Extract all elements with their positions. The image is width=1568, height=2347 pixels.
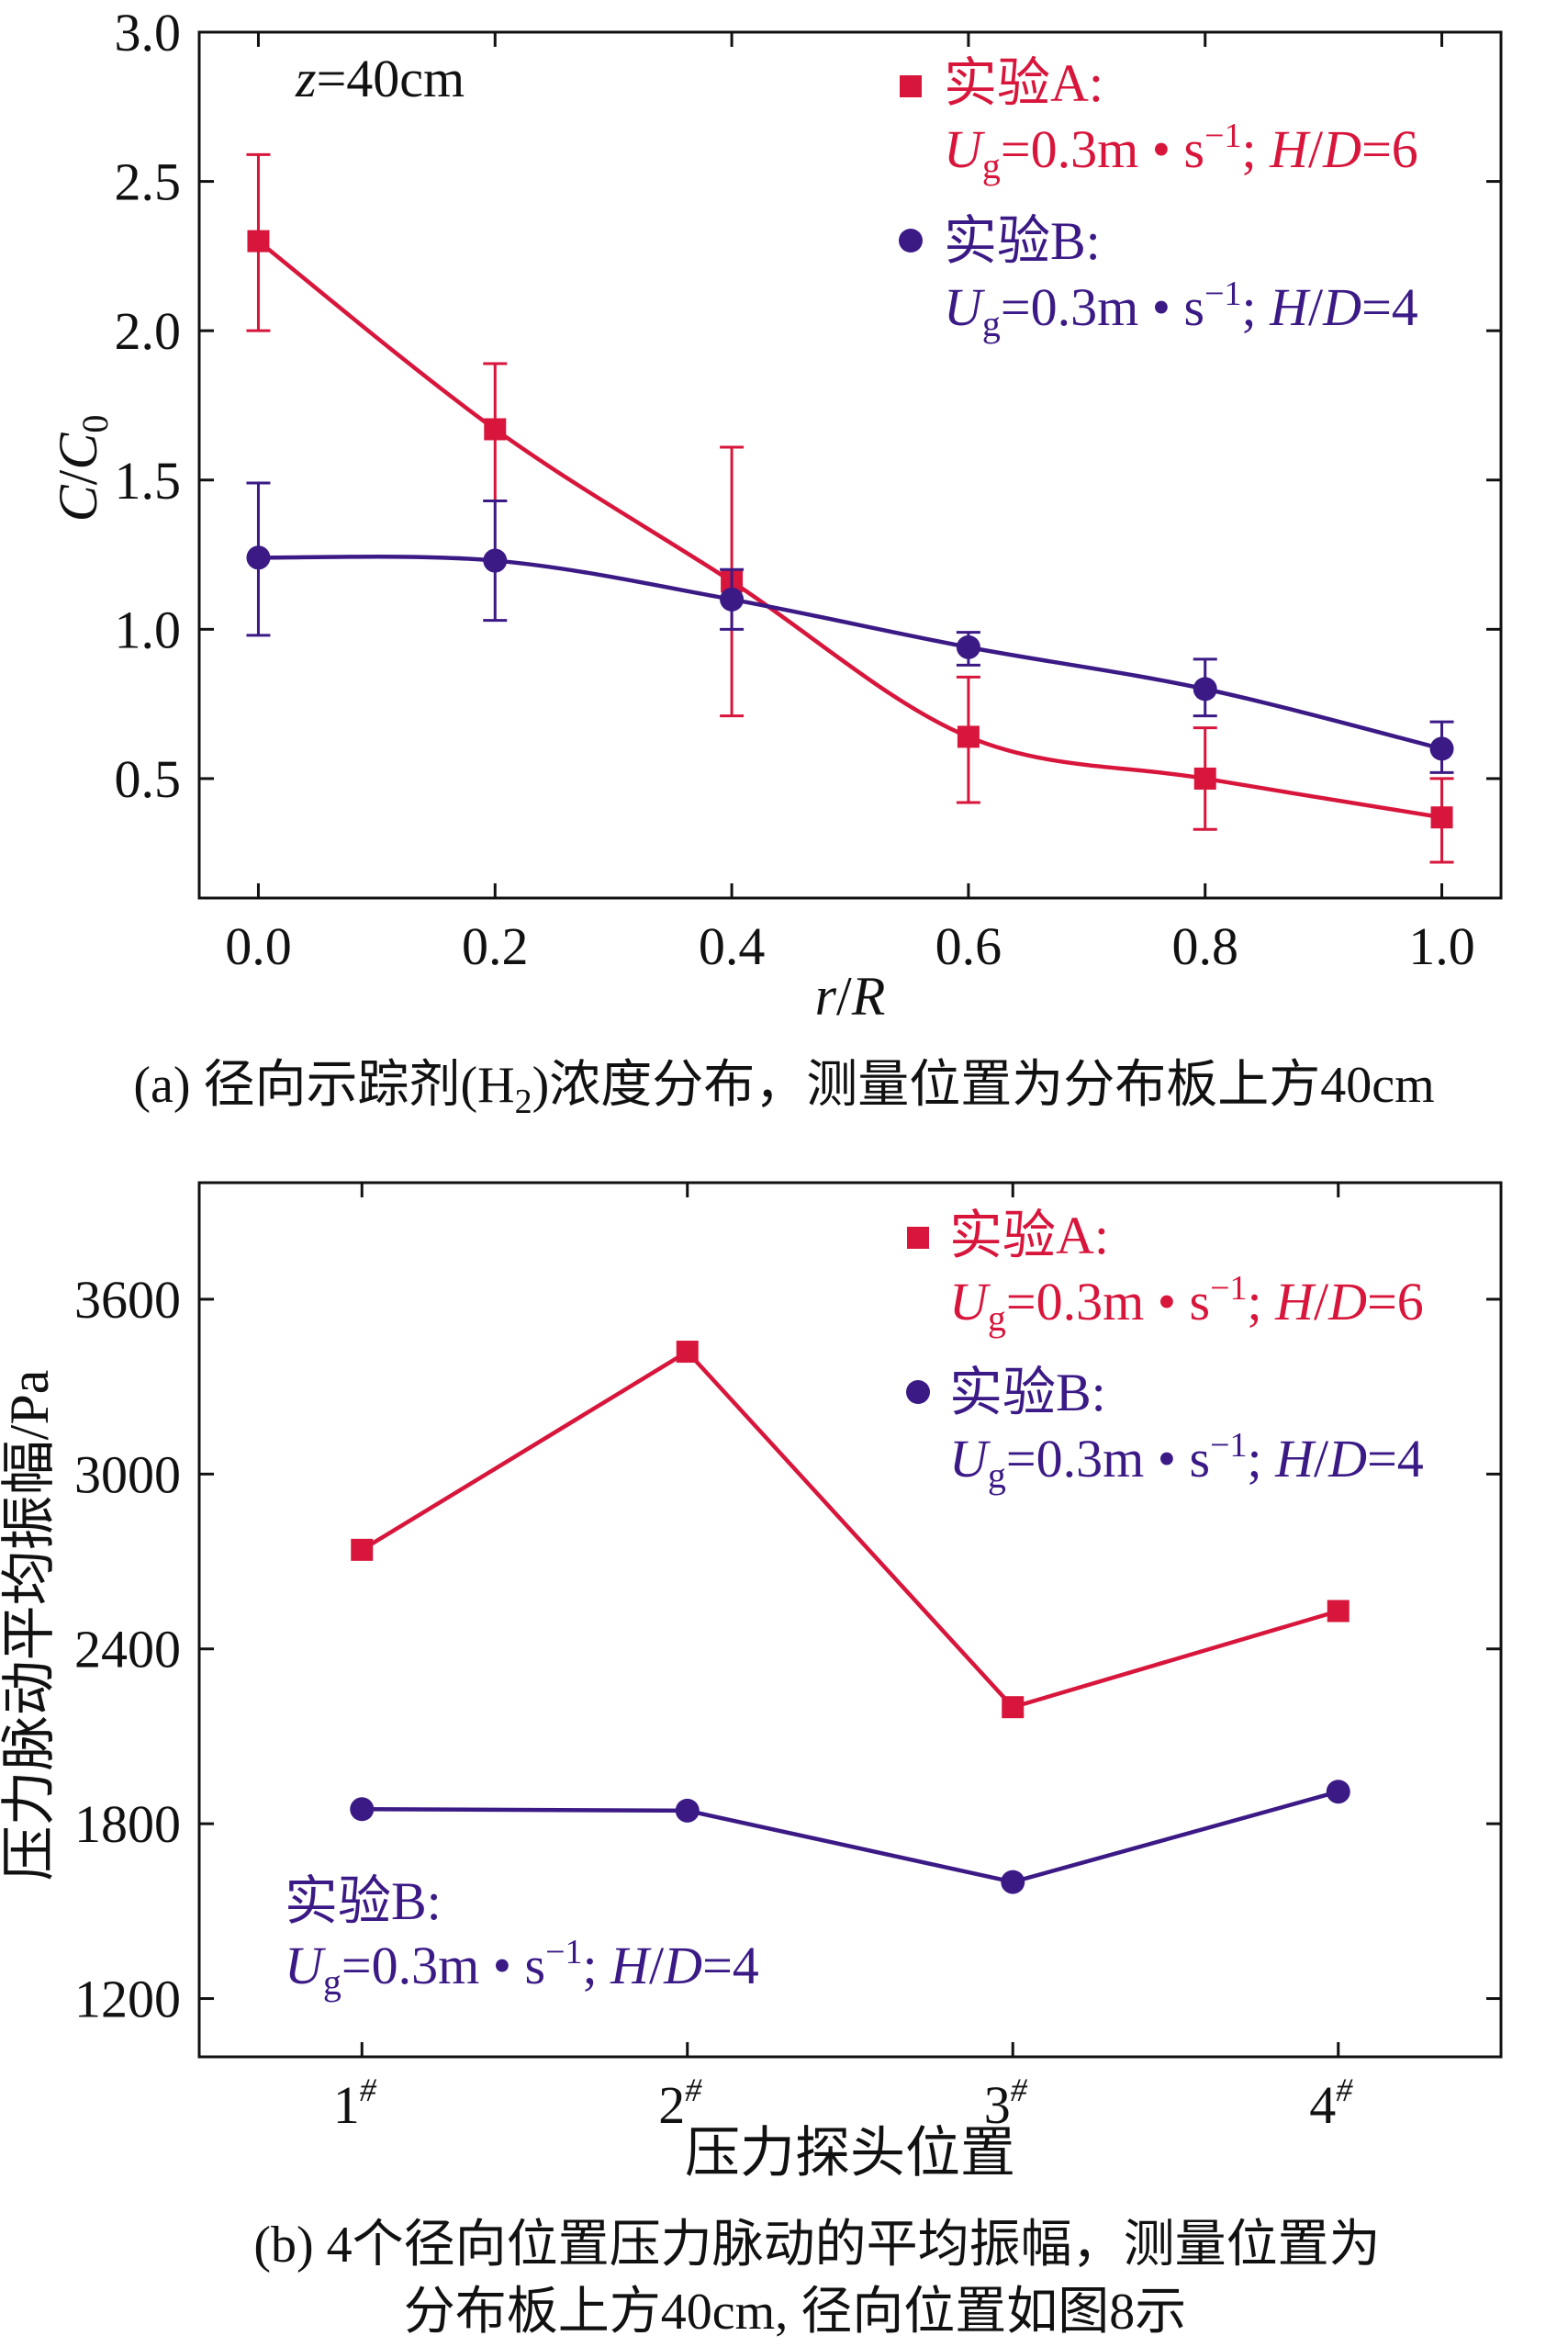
data-point-实验B xyxy=(350,1797,375,1822)
series-line-实验A xyxy=(257,239,1442,820)
data-point-实验B xyxy=(956,634,980,659)
annotation-params: Ug=0.3m • s−1; H/D=4 xyxy=(285,1933,759,2003)
data-point-实验B xyxy=(1193,677,1217,702)
series-line-实验B xyxy=(258,555,1443,751)
x-tick-label: 0.8 xyxy=(1171,916,1238,976)
chart-a-xlabel: r/R xyxy=(815,966,886,1027)
data-point-实验A xyxy=(484,418,507,441)
inner-label-rest: =40cm xyxy=(317,49,465,108)
chart-a-ylabel: C/C0 xyxy=(48,415,116,522)
chart-b-ylabel: 压力脉动平均振幅/Pa xyxy=(0,1370,60,1881)
y-tick-label: 1.0 xyxy=(115,600,182,659)
legend-b-params: Ug=0.3m • s−1; H/D=4 xyxy=(944,275,1418,344)
x-tick-label: 0.6 xyxy=(935,916,1002,976)
chart-a-ticks: 0.0 0.2 0.4 0.6 0.8 1.0 0.5 1.0 1.5 2.0 2.5 3.0 xyxy=(115,3,1501,976)
chart-b-legend: 实验A: Ug=0.3m • s−1; H/D=6 实验B: Ug=0.3m •… xyxy=(906,1206,1424,1496)
y-tick-label: 3.0 xyxy=(115,3,182,62)
y-tick-label: 3000 xyxy=(74,1444,181,1504)
plot-frame-a xyxy=(197,30,1503,900)
y-tick-label: 2.0 xyxy=(115,301,182,361)
chart-b: 1# 2# 3# 4# 1200 1800 2400 3000 3600 实验A: Ug=0.3… xyxy=(0,1181,1503,2341)
x-tick-label: 1.0 xyxy=(1408,916,1475,976)
x-tick-label: 1# xyxy=(333,2072,377,2135)
y-tick-label: 1800 xyxy=(74,1794,181,1854)
chart-a-caption: (a) 径向示踪剂(H2)浓度分布，测量位置为分布板上方40cm xyxy=(133,1057,1434,1121)
data-point-实验A xyxy=(1327,1600,1350,1623)
chart-a: 0.0 0.2 0.4 0.6 0.8 1.0 0.5 1.0 1.5 2.0 2.5 3.0 z=4… xyxy=(48,3,1503,1121)
data-point-实验B xyxy=(483,548,508,573)
data-point-实验A xyxy=(1430,806,1453,829)
data-point-实验B xyxy=(720,587,745,612)
chart-a-legend: 实验A: Ug=0.3m • s−1; H/D=6 实验B: Ug=0.3m •… xyxy=(899,53,1418,344)
y-tick-label: 2400 xyxy=(74,1620,181,1679)
x-tick-label: 2# xyxy=(658,2072,702,2135)
data-point-实验A xyxy=(957,725,980,748)
legend-b-a-title: 实验A: xyxy=(949,1206,1109,1265)
data-point-实验B xyxy=(1429,736,1454,761)
data-point-实验A xyxy=(676,1341,699,1364)
chart-a-inner-label: z=40cm xyxy=(295,49,465,108)
inner-label-var: z xyxy=(295,49,317,108)
legend-b-b-params: Ug=0.3m • s−1; H/D=4 xyxy=(949,1426,1424,1496)
data-point-实验A xyxy=(351,1538,374,1561)
x-tick-label: 0.4 xyxy=(699,916,766,976)
data-point-实验A xyxy=(1193,767,1216,790)
data-point-实验A xyxy=(247,230,270,253)
data-point-实验B xyxy=(1001,1870,1025,1894)
plot-frame-b xyxy=(197,1181,1503,2059)
x-tick-label: 3# xyxy=(984,2072,1028,2135)
legend-a-title: 实验A: xyxy=(944,53,1103,113)
y-tick-label: 0.5 xyxy=(115,749,182,809)
chart-a-series xyxy=(246,152,1454,864)
x-tick-label: 0.2 xyxy=(462,916,529,976)
y-tick-label: 1200 xyxy=(74,1970,181,2029)
legend-b-title: 实验B: xyxy=(944,211,1101,271)
chart-b-caption-line2: 分布板上方40cm, 径向位置如图8示 xyxy=(404,2284,1186,2341)
legend-a-marker-square xyxy=(900,75,922,97)
y-tick-label: 3600 xyxy=(74,1270,181,1330)
annotation-title: 实验B: xyxy=(285,1871,442,1931)
chart-b-caption-line1: (b) 4个径向位置压力脉动的平均振幅，测量位置为 xyxy=(253,2217,1380,2274)
legend-b-b-marker-circle xyxy=(906,1380,930,1404)
data-point-实验B xyxy=(675,1798,700,1823)
x-tick-label: 4# xyxy=(1309,2072,1353,2135)
legend-b-a-params: Ug=0.3m • s−1; H/D=6 xyxy=(949,1269,1424,1339)
chart-b-xlabel: 压力探头位置 xyxy=(685,2123,1015,2184)
legend-b-marker-circle xyxy=(899,229,923,253)
legend-a-params: Ug=0.3m • s−1; H/D=6 xyxy=(944,117,1418,186)
x-tick-label: 0.0 xyxy=(225,916,292,976)
y-tick-label: 1.5 xyxy=(115,451,182,511)
data-point-实验A xyxy=(1002,1696,1025,1719)
chart-b-ticks: 1# 2# 3# 4# 1200 1800 2400 3000 3600 xyxy=(74,1183,1501,2135)
series-line-实验B xyxy=(362,1790,1339,1884)
chart-b-series xyxy=(350,1341,1350,1894)
y-tick-label: 2.5 xyxy=(115,152,182,212)
data-point-实验B xyxy=(246,545,271,570)
chart-b-annotation: 实验B: Ug=0.3m • s−1; H/D=4 xyxy=(285,1871,759,2003)
series-line-实验A xyxy=(361,1349,1339,1710)
data-point-实验B xyxy=(1326,1780,1350,1804)
legend-b-a-marker-square xyxy=(907,1227,929,1249)
legend-b-b-title: 实验B: xyxy=(949,1363,1106,1422)
